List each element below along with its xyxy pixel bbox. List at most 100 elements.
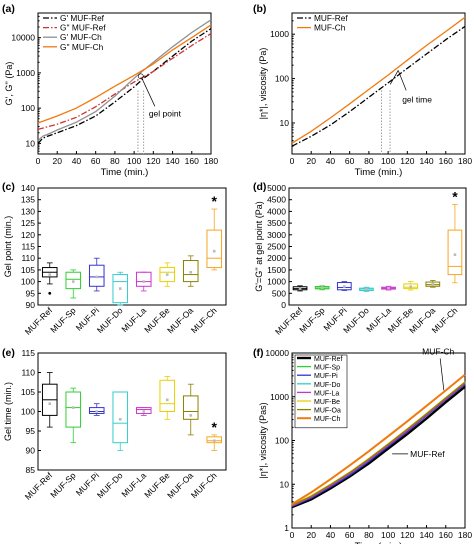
x-tick-label: 100 (381, 530, 395, 540)
y-axis-label: Gel point (min.) (3, 216, 13, 278)
legend-label: G'' MUF-Ch (60, 42, 104, 52)
y-tick-label: 1000 (267, 277, 286, 287)
y-tick-label: 1000 (16, 68, 35, 78)
box-iqr (135, 271, 152, 287)
muf-ch-arrow (439, 358, 445, 391)
y-tick-label: 10 (280, 479, 290, 489)
box-muf-be: MUF-Be (142, 375, 176, 500)
box-iqr (206, 229, 223, 269)
x-tick-label: 180 (204, 156, 218, 166)
y-tick-label: 115 (21, 242, 35, 252)
mean-marker (95, 275, 99, 279)
panel-label: (e) (2, 347, 15, 359)
y-axis-label: |η*|, viscosity (Pas) (258, 402, 268, 478)
outlier-point (48, 291, 52, 295)
box-iqr (159, 379, 176, 412)
x-tick-label: 140 (419, 530, 433, 540)
y-tick-label: 0 (281, 300, 286, 310)
category-label: MUF-Ch (189, 470, 219, 500)
y-tick-label: 100 (21, 407, 35, 417)
series-line-g-muf-ch (37, 19, 212, 142)
y-tick-label: 4000 (267, 206, 286, 216)
box-muf-do: MUF-Do (95, 391, 129, 500)
box-iqr (135, 407, 152, 414)
category-label: MUF-Do (95, 305, 125, 335)
mean-marker (48, 273, 52, 276)
y-tick-label: 500 (272, 288, 286, 298)
x-tick-label: 140 (165, 156, 179, 166)
gel-point-marker (138, 73, 144, 80)
y-axis-label: |η*|, viscosity (Pa) (258, 48, 268, 120)
y-tick-label: 4500 (267, 195, 286, 205)
box-iqr (112, 274, 129, 304)
x-tick-label: 100 (127, 156, 141, 166)
mean-marker (165, 398, 169, 402)
mean-marker (48, 402, 52, 405)
panel-label: (c) (2, 181, 15, 193)
y-tick-label: 1000 (270, 29, 289, 39)
x-tick-label: 0 (290, 530, 295, 540)
x-tick-label: 20 (306, 530, 316, 540)
panel-label: (f) (253, 347, 264, 359)
y-tick-label: 90 (26, 446, 36, 456)
box-iqr (182, 395, 199, 420)
mean-marker (118, 287, 122, 290)
x-tick-label: 120 (400, 530, 414, 540)
y-tick-label: 95 (26, 426, 36, 436)
box-iqr (159, 267, 176, 283)
box-iqr (65, 271, 82, 290)
x-tick-label: 80 (364, 530, 374, 540)
gel-point-label: gel point (149, 108, 182, 118)
box-muf-ch: MUF-Ch (430, 203, 463, 335)
x-tick-label: 60 (91, 156, 101, 166)
series-line-muf-oa (291, 381, 466, 506)
mean-marker (142, 410, 146, 413)
box-muf-oa: MUF-Oa (165, 383, 199, 500)
y-tick-label: 2000 (267, 253, 286, 263)
legend-label: G'' MUF-Ref (60, 23, 106, 33)
series-line-g-muf-ref (37, 28, 212, 144)
mean-marker (365, 287, 368, 291)
y-tick-label: 130 (21, 206, 35, 216)
mean-marker (298, 287, 302, 290)
y-tick-label: 100 (275, 74, 289, 84)
significance-star: * (212, 193, 218, 209)
gel-point-arrow (142, 80, 156, 107)
x-tick-label: 40 (72, 156, 82, 166)
x-axis-label: Time (min.) (355, 167, 403, 178)
y-tick-label: 140 (21, 183, 35, 193)
mean-marker (189, 270, 193, 274)
significance-star: * (212, 419, 218, 435)
series-line-muf-ref (291, 385, 466, 509)
x-tick-label: 60 (345, 156, 355, 166)
box-iqr (403, 283, 419, 290)
x-tick-label: 40 (326, 156, 336, 166)
y-axis-label: Gel time (min.) (3, 382, 13, 441)
panel-0: 0 20 40 60 80 100 120 140 160 180 10 100 1000 10000 Ti… (4, 12, 218, 178)
mean-marker (189, 414, 193, 417)
y-tick-label: 1 (284, 523, 289, 533)
x-tick-label: 120 (146, 156, 160, 166)
y-tick-label: 110 (21, 253, 35, 263)
series-line-g-muf-ch (37, 24, 212, 124)
legend-label: MUF-Ref (314, 356, 342, 363)
y-tick-label: 105 (21, 265, 35, 275)
x-tick-label: 160 (185, 156, 199, 166)
x-tick-label: 180 (458, 156, 472, 166)
box-iqr (182, 260, 199, 283)
box-iqr (112, 391, 129, 444)
y-tick-label: 10 (26, 138, 36, 148)
mean-marker (453, 253, 457, 256)
mean-marker (431, 282, 435, 286)
mean-marker (71, 406, 75, 409)
legend-label: MUF-Oa (314, 408, 341, 415)
y-tick-label: 1500 (267, 265, 286, 275)
x-tick-label: 40 (326, 530, 336, 540)
y-tick-label: 90 (26, 300, 36, 310)
